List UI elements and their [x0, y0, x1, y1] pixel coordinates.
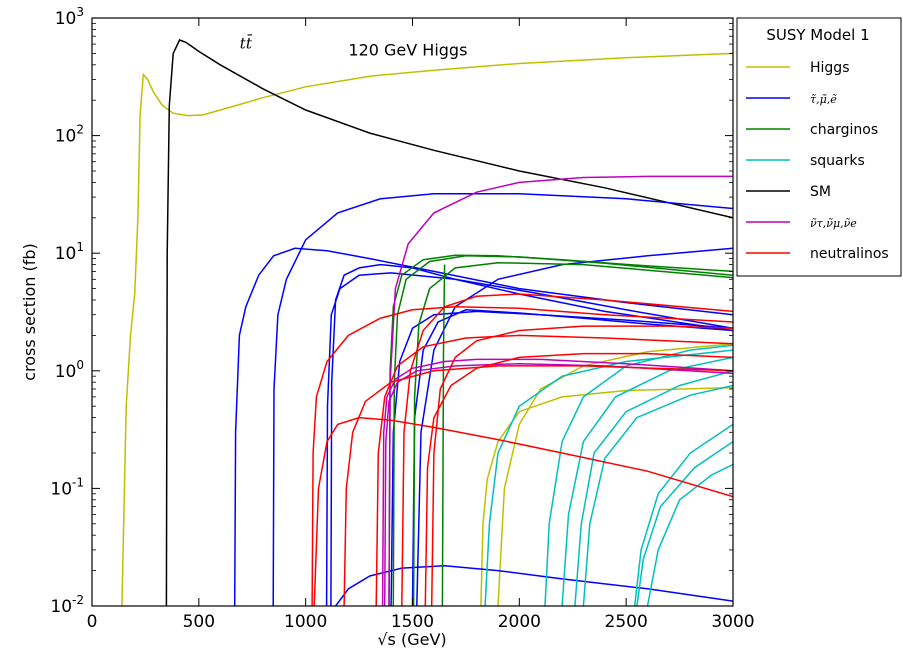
legend-label-sleptons: τ̃,μ̃,ẽ [810, 93, 837, 106]
series-sleptons-9 [411, 309, 733, 606]
legend-items: Higgs τ̃,μ̃,ẽ charginos squarks SM ν̃τ,ν̃μ,ν̃… [746, 60, 889, 262]
series-charginos-14 [412, 261, 733, 606]
series-neutralinos-28 [313, 416, 733, 606]
y-axis-label: cross section (fb) [20, 243, 39, 381]
series-neutralinos-31 [401, 293, 733, 606]
y-tick-label: 102 [55, 123, 84, 147]
series-sleptons-11 [334, 564, 733, 606]
x-tick-label: 2500 [605, 612, 648, 632]
series-sleptons-10 [416, 247, 733, 606]
series-sleptons-8 [390, 310, 733, 606]
series-charginos-13 [392, 255, 733, 606]
x-tick-label: 1000 [284, 612, 327, 632]
y-tick-label: 10-2 [50, 593, 84, 617]
y-tick-label: 10-1 [50, 475, 84, 499]
series-squarks-20 [582, 384, 733, 606]
series-sleptons-6 [325, 272, 733, 606]
annotation-higgs-mass: 120 GeV Higgs [348, 40, 467, 59]
series-charginos-15 [441, 264, 446, 606]
legend: SUSY Model 1 Higgs τ̃,μ̃,ẽ charginos squark… [736, 17, 902, 277]
legend-label-squarks: squarks [810, 153, 865, 169]
annotation-ttbar: tt̄ [240, 34, 253, 52]
legend-title: SUSY Model 1 [766, 26, 869, 44]
series-squarks-22 [636, 440, 733, 606]
legend-label-Higgs: Higgs [810, 60, 849, 76]
series-squarks-21 [633, 423, 733, 606]
plot-background [92, 18, 733, 606]
x-tick-label: 2000 [498, 612, 541, 632]
series-squarks-19 [574, 370, 733, 606]
series-squarks-17 [544, 344, 733, 606]
series-neutralinos-27 [311, 306, 733, 606]
legend-label-charginos: charginos [810, 122, 878, 138]
tick-layer: 0 500 1000 1500 2000 2500 3000 10-2 10-1 100 101 10… [50, 5, 754, 632]
legend-frame [736, 17, 902, 277]
x-tick-label: 1500 [391, 612, 434, 632]
x-tick-label: 500 [183, 612, 215, 632]
legend-label-neutralinos: neutralinos [810, 246, 889, 262]
series-Higgs-2 [497, 342, 733, 606]
series-sneutrinos-24 [388, 175, 733, 606]
series-SM-3 [165, 39, 733, 606]
series-sleptons-7 [330, 263, 733, 606]
y-tick-label: 101 [55, 240, 84, 264]
series-layer [121, 39, 733, 606]
series-neutralinos-32 [424, 352, 733, 606]
series-squarks-23 [646, 463, 733, 606]
series-neutralinos-33 [430, 325, 733, 606]
x-tick-label: 0 [87, 612, 98, 632]
series-sleptons-5 [272, 193, 733, 606]
x-axis-label: √s (GeV) [377, 630, 446, 649]
series-neutralinos-30 [375, 334, 733, 606]
x-tick-label: 3000 [711, 612, 754, 632]
y-tick-label: 100 [55, 358, 84, 382]
series-Higgs-0 [121, 52, 733, 606]
series-Higgs-1 [480, 386, 733, 606]
legend-label-sneutrinos: ν̃τ,ν̃μ,ν̃e [810, 217, 857, 230]
series-sleptons-4 [233, 247, 733, 606]
series-squarks-16 [484, 349, 733, 606]
legend-label-SM: SM [810, 184, 831, 200]
y-tick-label: 103 [55, 5, 84, 29]
series-sneutrinos-25 [381, 358, 733, 606]
